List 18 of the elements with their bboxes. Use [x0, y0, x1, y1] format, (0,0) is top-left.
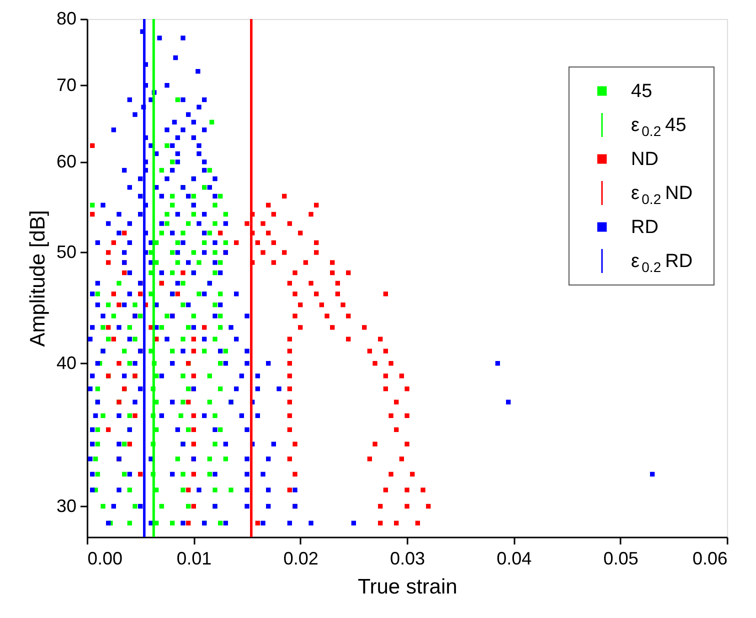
x-tick-label: 0.04	[496, 548, 532, 568]
x-tick-label: 0.02	[283, 548, 318, 568]
y-tick-label: 80	[56, 8, 76, 28]
y-tick-label: 30	[56, 496, 76, 516]
x-tick-label: 0.06	[692, 548, 728, 568]
y-tick-label: 50	[56, 242, 76, 262]
legend-label: 45	[631, 81, 652, 102]
x-tick-label: 0.00	[88, 548, 123, 568]
x-tick-label: 0.03	[390, 548, 426, 568]
y-tick-label: 60	[56, 151, 76, 172]
y-tick-label: 70	[56, 74, 76, 95]
x-tick-label: 0.05	[603, 548, 638, 568]
x-tick-label: 0.01	[176, 548, 212, 568]
y-axis-title: Amplitude [dB]	[26, 210, 50, 347]
legend-label: RD	[631, 217, 658, 238]
legend-label: ND	[631, 149, 658, 170]
x-axis-title: True strain	[358, 576, 458, 598]
y-tick-label: 40	[56, 352, 76, 373]
